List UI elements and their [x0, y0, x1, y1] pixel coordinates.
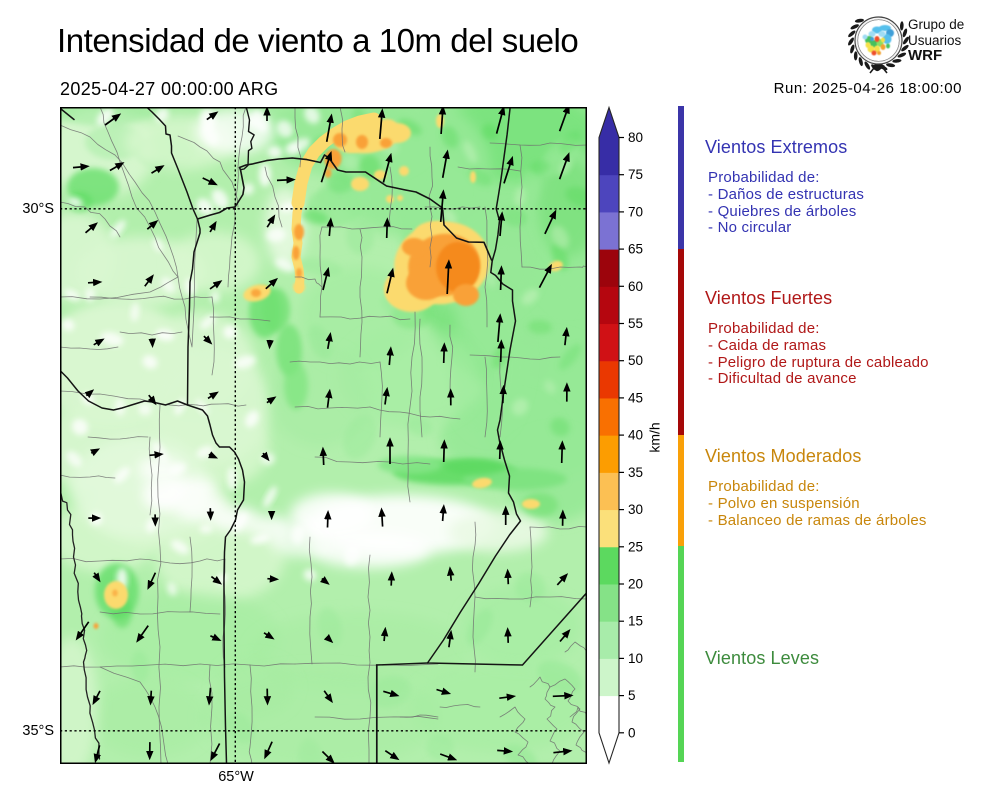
svg-text:40: 40	[628, 428, 643, 443]
svg-text:35: 35	[628, 465, 643, 480]
svg-text:20: 20	[628, 577, 643, 592]
svg-text:55: 55	[628, 316, 643, 331]
svg-text:80: 80	[628, 130, 643, 145]
svg-text:15: 15	[628, 614, 643, 629]
svg-text:km/h: km/h	[647, 422, 663, 452]
svg-text:70: 70	[628, 204, 643, 219]
svg-text:50: 50	[628, 353, 643, 368]
svg-text:30: 30	[628, 502, 643, 517]
svg-text:25: 25	[628, 539, 643, 554]
svg-text:5: 5	[628, 688, 636, 703]
svg-text:60: 60	[628, 279, 643, 294]
svg-text:10: 10	[628, 651, 643, 666]
svg-text:65: 65	[628, 242, 643, 257]
svg-text:45: 45	[628, 390, 643, 405]
svg-text:0: 0	[628, 725, 636, 740]
svg-text:75: 75	[628, 167, 643, 182]
